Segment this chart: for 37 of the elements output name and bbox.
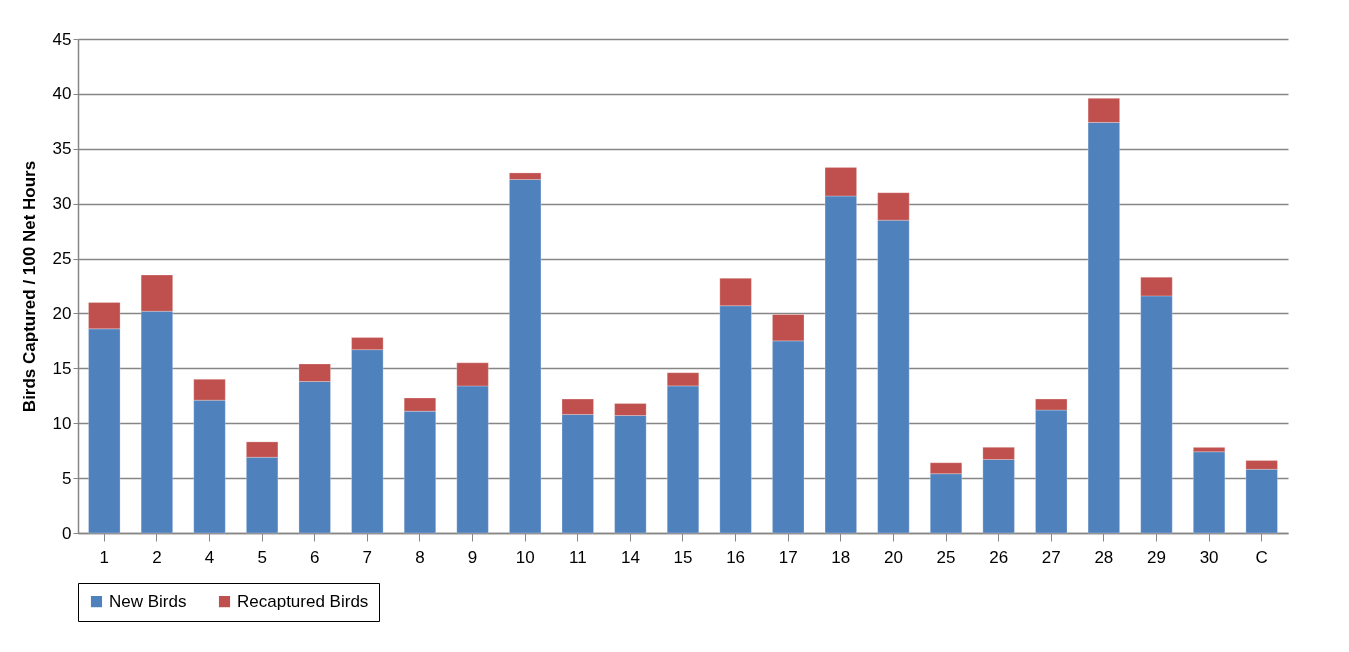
y-tick-label: 10 bbox=[52, 413, 72, 433]
x-tick-label: 7 bbox=[362, 547, 373, 567]
y-tick-label: 35 bbox=[52, 139, 72, 159]
bar bbox=[1193, 451, 1226, 534]
x-tick-label: 17 bbox=[778, 547, 798, 567]
y-tick-label: 0 bbox=[62, 523, 72, 543]
x-tick-label: 11 bbox=[568, 547, 587, 567]
x-tick-label: 6 bbox=[310, 547, 320, 567]
y-tick-label: 30 bbox=[52, 194, 72, 214]
x-tick-label: 2 bbox=[152, 547, 162, 567]
y-tick-label: 40 bbox=[52, 84, 72, 104]
x-tick-label: 29 bbox=[1147, 547, 1166, 567]
x-tick-label: 1 bbox=[99, 547, 110, 567]
x-tick-label: 16 bbox=[726, 547, 746, 567]
x-tick-label: 20 bbox=[883, 547, 903, 567]
x-tick-label: 18 bbox=[831, 547, 851, 567]
x-tick-label: 10 bbox=[515, 547, 535, 567]
y-tick-label: 20 bbox=[52, 303, 72, 323]
legend-label: Recaptured Birds bbox=[237, 591, 369, 611]
y-tick-label: 5 bbox=[62, 468, 72, 488]
x-tick-label: 30 bbox=[1199, 547, 1219, 567]
legend-label: New Birds bbox=[109, 591, 187, 611]
x-tick-label: 27 bbox=[1041, 547, 1061, 567]
x-tick-label: 25 bbox=[936, 547, 956, 567]
x-tick-label: 8 bbox=[415, 547, 425, 567]
y-tick-label: 15 bbox=[52, 358, 72, 378]
x-tick-label: 15 bbox=[673, 547, 693, 567]
x-tick-label: 14 bbox=[620, 547, 640, 567]
x-tick-label: 28 bbox=[1094, 547, 1114, 567]
y-axis-title: Birds Captured / 100 Net Hours bbox=[19, 160, 39, 413]
x-tick-label: 5 bbox=[257, 547, 267, 567]
y-tick-label: 25 bbox=[52, 249, 72, 269]
x-tick-label: 4 bbox=[204, 547, 215, 567]
x-tick-label: C bbox=[1255, 547, 1268, 567]
x-tick-label: 26 bbox=[989, 547, 1009, 567]
x-tick-label: 9 bbox=[467, 547, 478, 567]
y-tick-label: 45 bbox=[52, 29, 72, 49]
